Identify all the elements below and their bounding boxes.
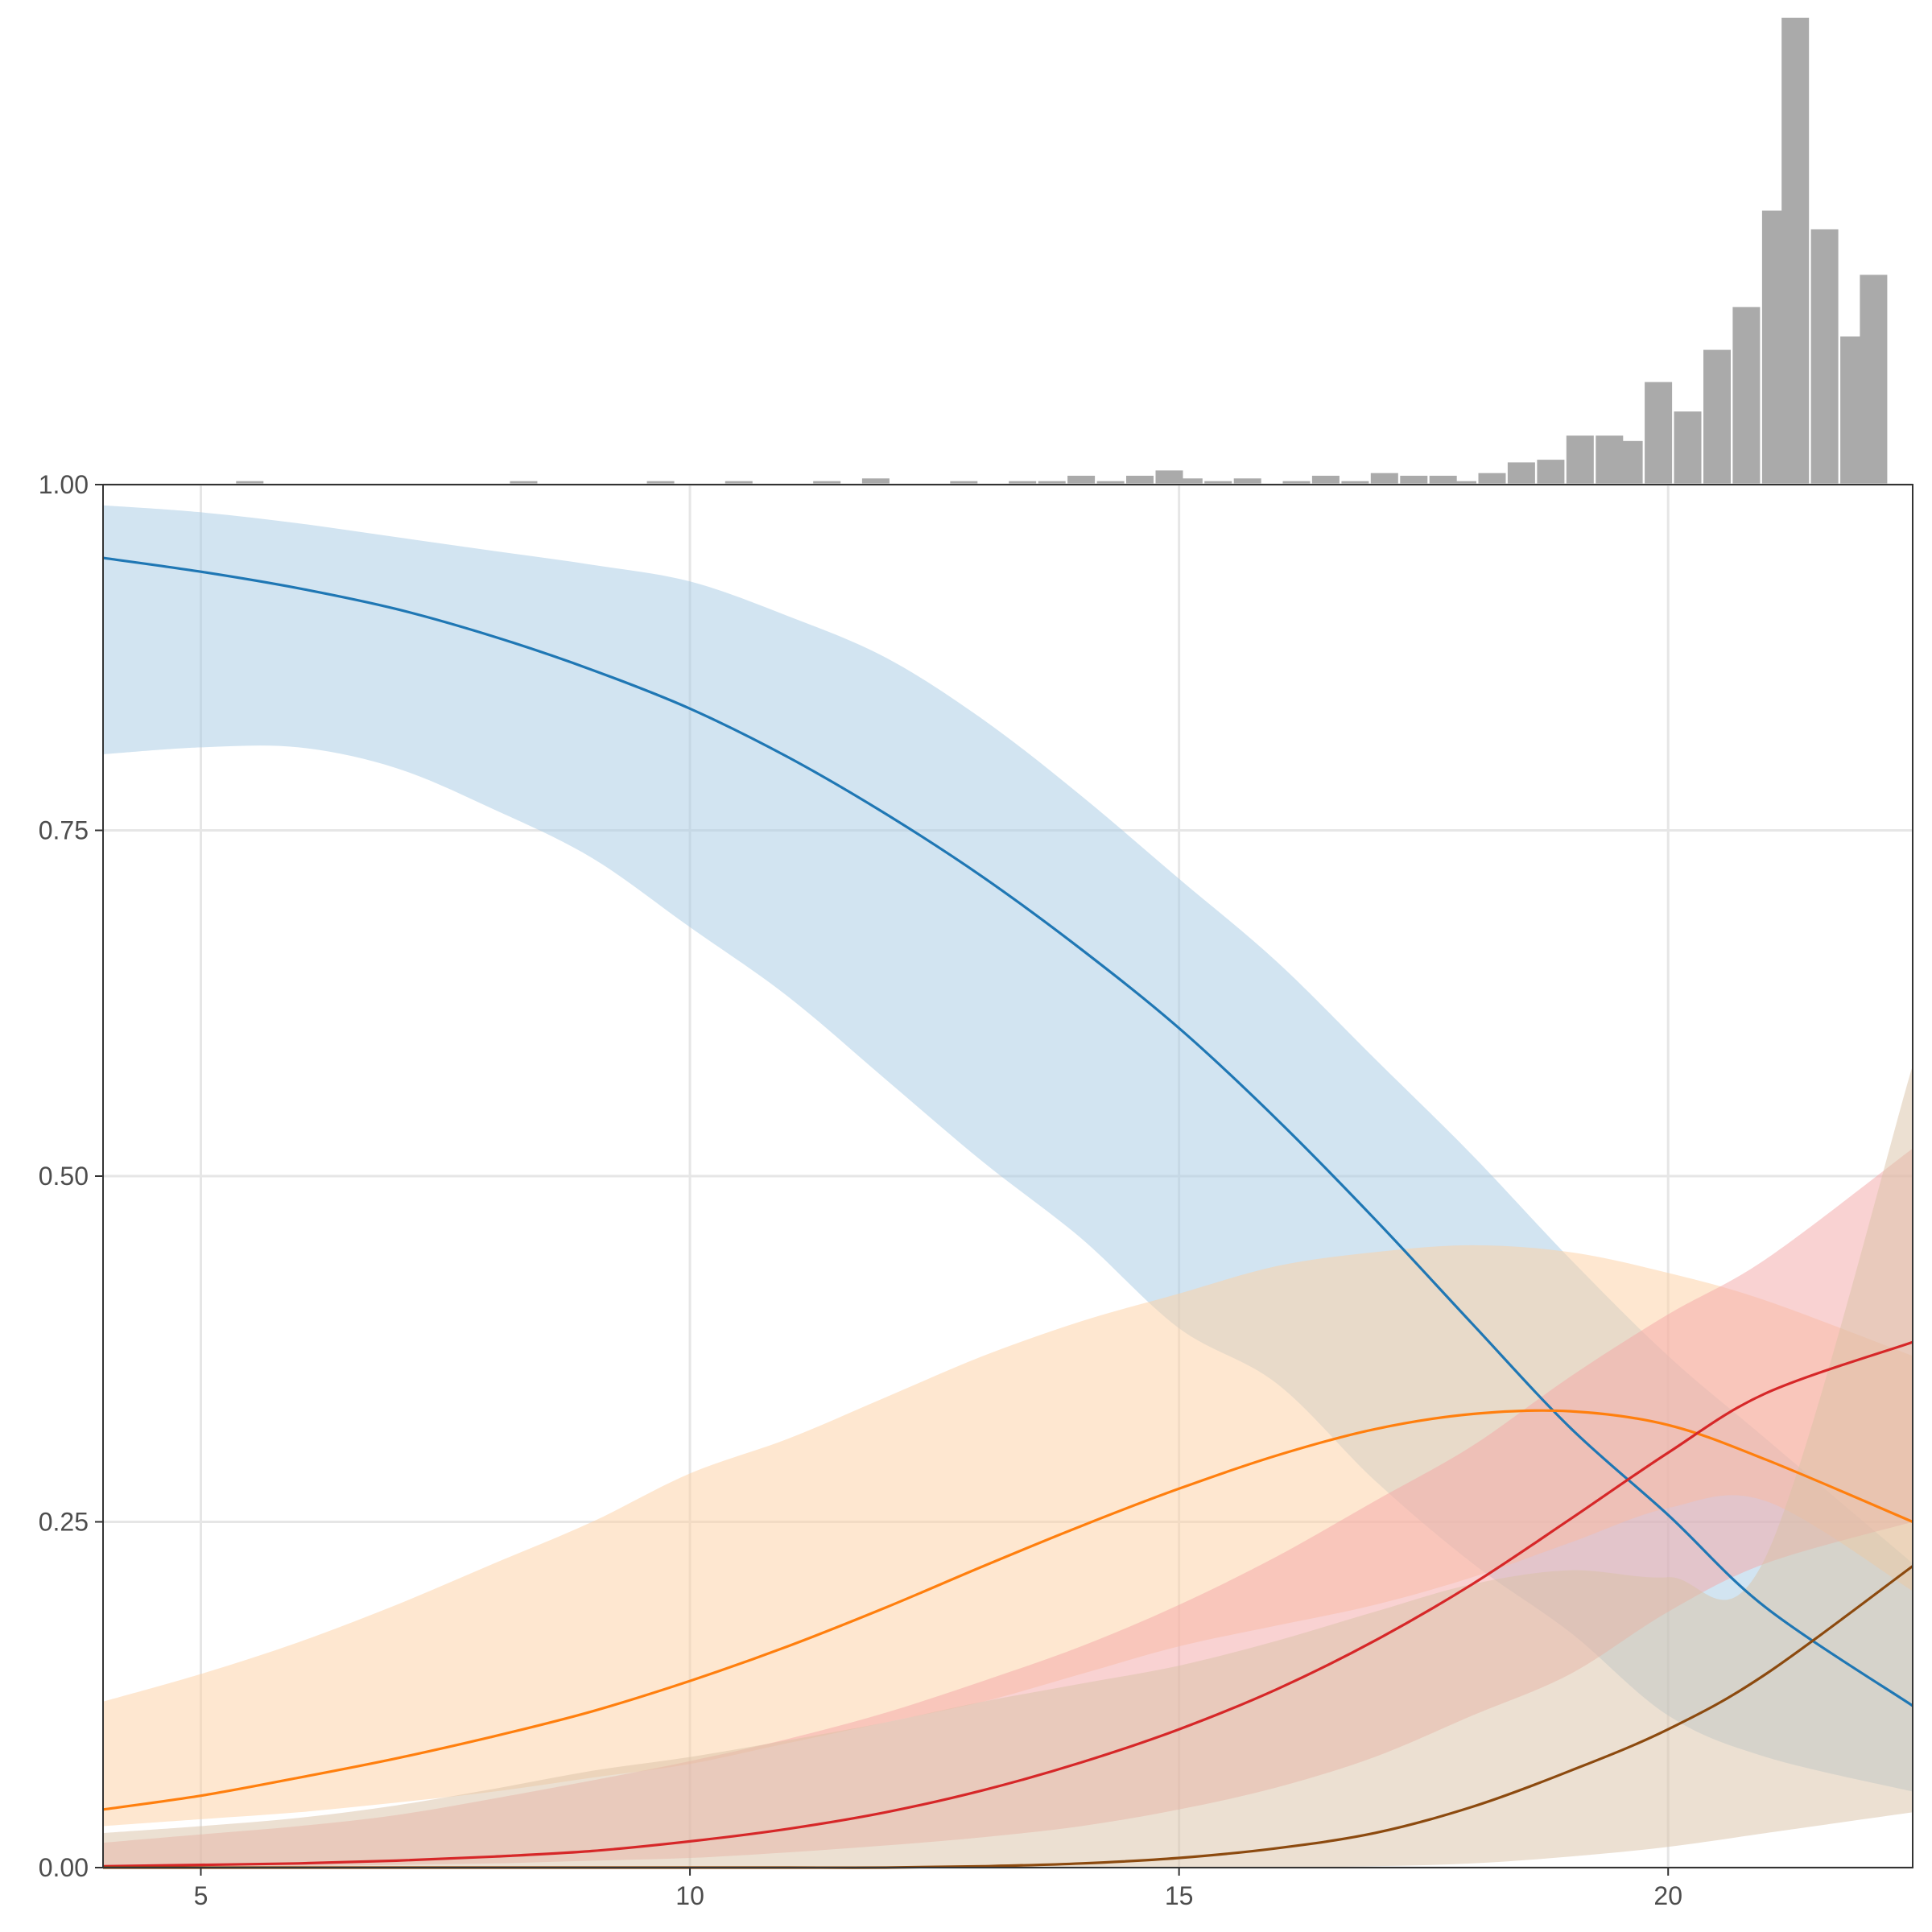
y-tick-label-3: 0.75 — [39, 816, 89, 845]
histogram-bar-2 — [646, 481, 675, 484]
series-line-1 — [102, 1409, 1913, 1811]
histogram-bar-0 — [236, 481, 264, 484]
histogram-bar-3 — [724, 481, 753, 484]
histogram-bar-29 — [1645, 382, 1673, 484]
histogram-bar-7 — [1009, 481, 1037, 484]
histogram-bar-23 — [1478, 473, 1506, 484]
histogram-bar-18 — [1341, 481, 1369, 484]
confidence-bands — [103, 505, 1913, 1868]
y-tick-label-1: 0.25 — [39, 1508, 89, 1537]
histogram-bar-10 — [1096, 481, 1125, 484]
histogram-bar-32 — [1732, 307, 1761, 484]
x-tick-label-3: 20 — [1653, 1881, 1682, 1910]
y-tick-label-2: 0.50 — [39, 1162, 89, 1191]
histogram-bar-37 — [1860, 275, 1888, 484]
histogram-bar-11 — [1126, 476, 1154, 484]
histogram-bar-1 — [510, 481, 538, 484]
histogram-bar-4 — [813, 481, 841, 484]
marginal-histogram — [236, 18, 1888, 484]
histogram-bar-24 — [1507, 462, 1535, 484]
histogram-bar-17 — [1311, 476, 1340, 484]
histogram-bar-9 — [1067, 476, 1096, 484]
confidence-band-1 — [103, 1245, 1913, 1827]
histogram-bar-8 — [1038, 481, 1066, 484]
histogram-bar-20 — [1400, 476, 1428, 484]
series-line-2 — [102, 1340, 1913, 1868]
histogram-bar-34 — [1781, 18, 1810, 484]
axes: 5 10 15 20 0.00 0.25 0.50 0.75 1.00 — [39, 470, 1682, 1910]
histogram-bar-22 — [1449, 481, 1476, 484]
histogram-bar-31 — [1703, 349, 1731, 484]
histogram-bar-28 — [1615, 440, 1643, 484]
histogram-bar-14 — [1204, 481, 1232, 484]
histogram-bar-6 — [950, 481, 978, 484]
histogram-bar-13 — [1174, 478, 1203, 484]
histogram-bar-16 — [1282, 481, 1311, 484]
histogram-bar-35 — [1810, 229, 1839, 484]
histogram-bar-15 — [1233, 478, 1261, 484]
x-tick-label-1: 10 — [675, 1881, 704, 1910]
histogram-bar-25 — [1537, 460, 1565, 484]
x-tick-label-0: 5 — [194, 1881, 208, 1910]
histogram-bar-26 — [1566, 436, 1594, 484]
histogram-bar-30 — [1674, 411, 1702, 484]
x-tick-label-2: 15 — [1165, 1881, 1194, 1910]
y-tick-label-0: 0.00 — [39, 1853, 89, 1882]
y-tick-label-4: 1.00 — [39, 470, 89, 499]
histogram-bar-19 — [1370, 473, 1398, 484]
histogram-bar-5 — [861, 478, 890, 484]
series-line-0 — [102, 556, 1913, 1707]
histogram-bar-21 — [1429, 476, 1457, 484]
confidence-band-3 — [103, 1065, 1913, 1868]
